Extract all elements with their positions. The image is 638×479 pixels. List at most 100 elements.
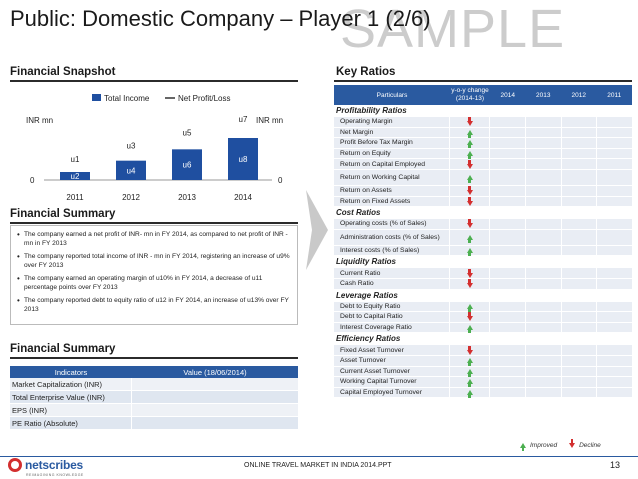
netscribes-logo: netscribes REIMAGINING KNOWLEDGE [8, 458, 84, 477]
summary-rule [10, 222, 298, 224]
ratio-value-cell [490, 245, 526, 257]
indicator-label: Market Capitalization (INR) [10, 378, 132, 390]
kr-col-yoy: y-o-y change (2014-13) [451, 87, 489, 102]
ratio-label: Return on Fixed Assets [334, 196, 450, 208]
summary-item: The company earned an operating margin o… [17, 274, 291, 292]
ratio-value-cell [525, 366, 562, 378]
ratio-value-cell [561, 268, 598, 279]
ratio-label: Administration costs (% of Sales) [334, 229, 450, 246]
right-axis-unit: INR mn [256, 116, 283, 125]
ratio-row: Asset Turnover [334, 355, 632, 367]
ratio-label: Interest Coverage Ratio [334, 322, 450, 334]
ratio-value-cell [561, 278, 598, 290]
ratio-value-cell [490, 278, 526, 290]
ratio-value-cell [525, 229, 562, 246]
ratio-row: Net Margin [334, 127, 632, 139]
x-tick-2014: 2014 [234, 193, 252, 202]
left-axis-unit: INR mn [26, 116, 53, 125]
indicators-col1: Indicators [54, 367, 88, 377]
ratio-value-cell [490, 117, 526, 128]
income-bar-2013 [172, 149, 202, 180]
ratio-trend [450, 322, 490, 334]
ratio-value-cell [525, 196, 562, 208]
ratio-label: Working Capital Turnover [334, 377, 450, 388]
ratio-row: Return on Assets [334, 185, 632, 197]
ratio-label: Interest costs (% of Sales) [334, 245, 450, 257]
ratio-label: Capital Employed Turnover [334, 387, 450, 399]
improved-arrow-icon [520, 443, 526, 451]
ratio-trend [450, 169, 490, 186]
indicator-row: PE Ratio (Absolute) [10, 417, 298, 430]
ratio-value-cell [490, 229, 526, 246]
snapshot-rule [10, 80, 298, 82]
ratio-value-cell [561, 148, 598, 160]
kr-col-2014: 2014 [500, 91, 515, 99]
ratio-row: Return on Working Capital [334, 169, 632, 186]
ratio-value-cell [561, 345, 598, 356]
ratio-row: Administration costs (% of Sales) [334, 229, 632, 246]
ratio-value-cell [597, 278, 632, 290]
page-number: 13 [610, 460, 621, 470]
ratio-value-cell [597, 169, 632, 186]
ratio-value-cell [597, 387, 632, 399]
ratio-value-cell [525, 377, 562, 388]
ratio-value-cell [525, 278, 562, 290]
logo-mark-icon [8, 458, 22, 472]
ratio-value-cell [490, 159, 526, 170]
ratio-label: Return on Assets [334, 185, 450, 197]
financial-summary-box: The company earned a net profit of INR- … [10, 225, 298, 325]
ratio-value-cell [597, 322, 632, 334]
ratio-value-cell [561, 322, 598, 334]
decline-arrow-icon [466, 219, 473, 229]
decline-arrow-icon [466, 117, 473, 127]
right-axis-zero: 0 [278, 176, 283, 185]
ratio-trend [450, 127, 490, 139]
ratio-value-cell [525, 117, 562, 128]
ratio-trend [450, 278, 490, 290]
ratio-value-cell [525, 322, 562, 334]
ratio-value-cell [597, 366, 632, 378]
ratio-value-cell [525, 185, 562, 197]
ratio-trend [450, 219, 490, 230]
indicators-table: Indicators Value (18/06/2014) Market Cap… [10, 366, 298, 430]
profit-label-2011: u1 [71, 155, 80, 164]
profit-label-2014: u7 [239, 115, 248, 124]
ratio-value-cell [597, 185, 632, 197]
summary-item: The company earned a net profit of INR- … [17, 230, 291, 248]
key-ratios-rule [334, 80, 632, 82]
ratio-value-cell [490, 355, 526, 367]
improved-arrow-icon [466, 248, 473, 257]
logo-text: netscribes [25, 458, 84, 472]
ratio-value-cell [561, 219, 598, 230]
ratio-row: Operating costs (% of Sales) [334, 219, 632, 230]
chart-svg: Total Income Net Profit/Loss INR mn INR … [26, 94, 283, 202]
ratio-row: Profit Before Tax Margin [334, 138, 632, 149]
ratio-label: Net Margin [334, 127, 450, 139]
legend-income-swatch [92, 94, 101, 101]
ratio-row: Fixed Asset Turnover [334, 345, 632, 356]
ratio-value-cell [561, 301, 598, 313]
ratio-value-cell [490, 196, 526, 208]
ratio-value-cell [561, 312, 598, 323]
ratio-row: Working Capital Turnover [334, 377, 632, 388]
legend-decline: Decline [579, 442, 601, 449]
ratio-trend [450, 387, 490, 399]
income-label-2013: u6 [183, 161, 192, 170]
ratio-row: Debt to Capital Ratio [334, 312, 632, 323]
ratio-category: Profitability Ratios [334, 105, 632, 117]
ratio-row: Operating Margin [334, 117, 632, 128]
indicators-header: Indicators Value (18/06/2014) [10, 366, 298, 378]
ratio-value-cell [525, 312, 562, 323]
ratio-trend [450, 345, 490, 356]
decline-arrow-icon [466, 345, 473, 355]
ratio-value-cell [490, 169, 526, 186]
ratio-value-cell [525, 127, 562, 139]
ratio-row: Current Asset Turnover [334, 366, 632, 378]
decline-arrow-icon [569, 439, 576, 448]
watermark: SAMPLE [340, 0, 566, 59]
x-tick-labels: 2011 2012 2013 2014 [66, 193, 252, 202]
improved-arrow-icon [466, 358, 473, 367]
financial-snapshot-heading: Financial Snapshot [10, 66, 116, 78]
ratio-row: Debt to Equity Ratio [334, 301, 632, 313]
ratio-value-cell [561, 355, 598, 367]
